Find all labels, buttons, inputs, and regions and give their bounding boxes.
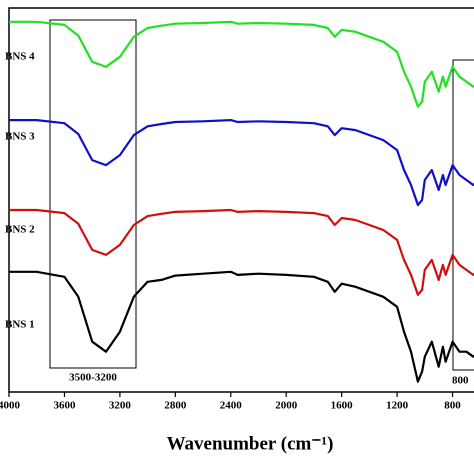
x-tick-label: 1200 [386, 400, 409, 412]
x-tick-label: 4000 [0, 400, 21, 412]
plot-frame [8, 7, 474, 393]
x-tick-label: 2800 [164, 400, 187, 412]
spectrum-line [9, 119, 474, 207]
series-label: BNS 3 [5, 131, 35, 143]
x-tick-label: 3600 [53, 400, 76, 412]
x-axis-title: Wavenumber (cm⁻¹) [167, 433, 334, 454]
series-label: BNS 4 [5, 51, 35, 63]
x-tick-label: 800 [444, 400, 461, 412]
x-tick-label: 1600 [331, 400, 354, 412]
annotation: 800 [452, 375, 469, 387]
highlight-box [49, 19, 137, 369]
x-tick-label: 2400 [220, 400, 243, 412]
x-tick-label: 3200 [109, 400, 132, 412]
series-label: BNS 1 [5, 319, 35, 331]
x-tick-label: 2000 [275, 400, 298, 412]
highlight-box [452, 59, 474, 371]
annotation: 3500-3200 [69, 372, 117, 384]
spectrum-line [9, 208, 474, 296]
spectrum-line [9, 270, 474, 383]
series-label: BNS 2 [5, 224, 35, 236]
spectrum-line [9, 20, 474, 108]
